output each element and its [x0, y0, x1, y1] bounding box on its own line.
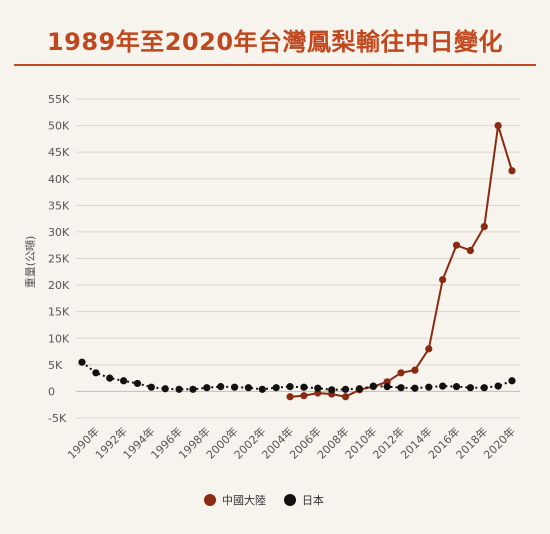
series-line-1 — [81, 361, 513, 391]
data-point-0 — [300, 392, 308, 400]
data-point-1 — [466, 384, 474, 392]
legend-marker — [284, 494, 296, 506]
data-point-0 — [286, 393, 294, 401]
data-point-1 — [300, 383, 308, 391]
chart-title: 1989年至2020年台灣鳳梨輸往中日變化 — [46, 28, 504, 56]
data-point-1 — [120, 377, 128, 385]
data-point-1 — [161, 385, 169, 393]
data-point-1 — [286, 383, 294, 391]
y-axis-ticks: -5K 0 5K 10K 15K 20K 25K 30K 35K 40K 45K 50K 55K — [48, 93, 70, 425]
data-point-1 — [78, 358, 86, 366]
data-point-1 — [175, 385, 183, 393]
grid-lines — [76, 98, 520, 419]
series-layer — [78, 121, 516, 401]
data-point-1 — [328, 386, 336, 394]
data-point-1 — [439, 382, 447, 390]
data-point-0 — [411, 366, 419, 374]
y-tick-label: 15K — [48, 306, 70, 319]
data-point-1 — [508, 377, 516, 385]
data-point-0 — [466, 246, 474, 255]
y-tick-label: -5K — [48, 412, 67, 425]
data-point-0 — [452, 241, 461, 249]
y-axis-label: 重量(公噸) — [23, 236, 37, 289]
y-tick-label: 20K — [48, 279, 70, 292]
data-point-1 — [452, 383, 461, 391]
x-tick-label: 2020年 — [481, 424, 518, 461]
data-point-0 — [341, 393, 350, 401]
y-tick-label: 45K — [48, 146, 70, 159]
data-point-0 — [439, 276, 447, 284]
y-tick-label: 55K — [48, 93, 70, 106]
y-tick-label: 50K — [48, 120, 70, 133]
legend-label: 中國大陸 — [222, 493, 266, 507]
y-tick-label: 35K — [48, 199, 70, 212]
data-point-0 — [480, 223, 488, 231]
legend: 中國大陸 日本 — [204, 493, 324, 507]
title-rule — [14, 64, 536, 66]
data-point-1 — [244, 384, 253, 392]
data-point-1 — [189, 385, 197, 393]
data-point-1 — [106, 374, 114, 382]
data-point-1 — [258, 385, 266, 393]
data-point-1 — [494, 382, 502, 390]
data-point-1 — [355, 385, 364, 393]
data-point-1 — [411, 384, 419, 392]
data-point-1 — [92, 369, 100, 377]
y-tick-label: 0 — [48, 385, 55, 398]
data-point-1 — [272, 384, 280, 392]
x-axis-ticks: 1990年1992年1994年1996年1998年2000年2002年2004年… — [65, 424, 519, 461]
data-point-0 — [425, 345, 433, 353]
y-tick-label: 30K — [48, 226, 70, 239]
data-point-1 — [203, 384, 211, 392]
data-point-1 — [147, 383, 155, 391]
series-line-0 — [290, 125, 513, 398]
legend-marker — [204, 494, 216, 506]
data-point-1 — [314, 384, 322, 392]
data-point-1 — [369, 382, 377, 390]
y-tick-label: 25K — [48, 253, 70, 266]
y-tick-label: 5K — [48, 359, 63, 372]
data-point-1 — [425, 383, 433, 391]
data-point-1 — [230, 383, 239, 391]
y-tick-label: 10K — [48, 332, 70, 345]
data-point-0 — [494, 121, 502, 130]
data-point-1 — [217, 383, 225, 391]
data-point-1 — [383, 383, 391, 391]
data-point-1 — [341, 385, 350, 393]
data-point-1 — [397, 384, 405, 392]
y-tick-label: 40K — [48, 173, 70, 186]
data-point-0 — [508, 167, 516, 175]
legend-label: 日本 — [302, 493, 324, 507]
data-point-0 — [397, 369, 405, 377]
data-point-1 — [480, 384, 488, 392]
data-point-1 — [133, 379, 142, 388]
